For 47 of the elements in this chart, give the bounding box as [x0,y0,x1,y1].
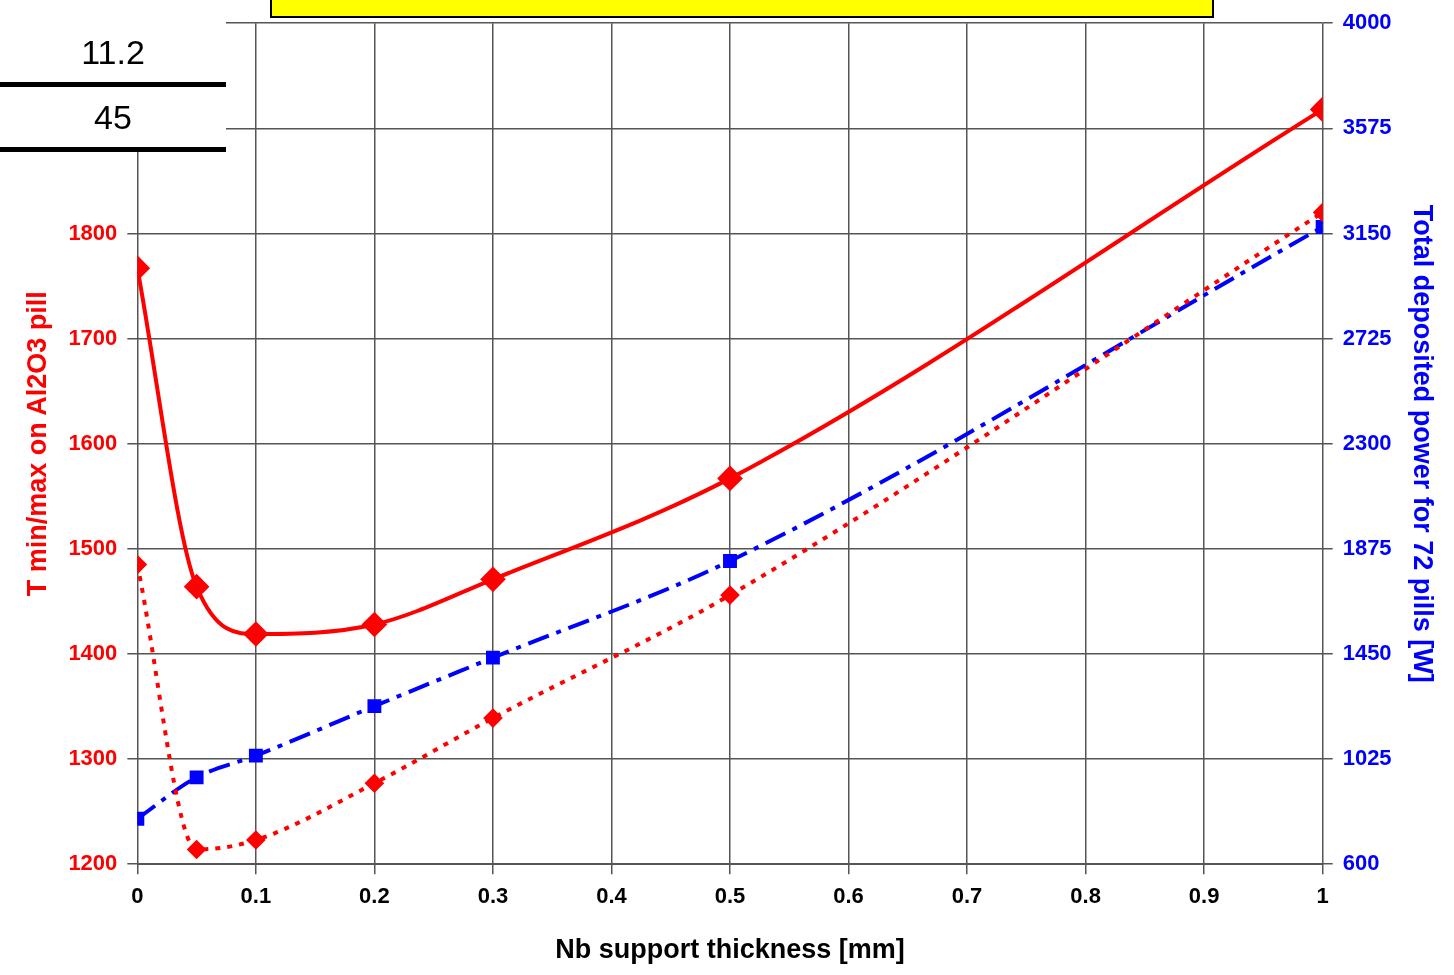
point [365,774,384,793]
x-tick-label: 0.6 [833,883,864,909]
x-tick-label: 0.8 [1070,883,1101,909]
point [243,621,268,646]
y2-tick-label: 3150 [1342,219,1392,245]
x-tick-label: 0.1 [240,883,272,909]
y2-tick-label: 600 [1342,850,1380,876]
y-tick-label: 1300 [68,745,118,771]
point [723,554,737,568]
point [480,567,505,592]
y2-axis-title: Total deposited power for 72 pills [W] [1408,204,1439,683]
x-tick-label: 0 [131,883,144,909]
y-tick-label: 1600 [68,429,118,455]
x-tick-label: 0.7 [951,883,983,909]
point [187,840,206,859]
point [718,466,742,491]
y2-tick-label: 1025 [1342,745,1392,771]
y2-tick-label: 3575 [1342,114,1392,140]
point [485,650,500,665]
point [184,574,209,599]
y-tick-label: 1500 [68,534,118,560]
annotation: 11.2 [0,22,226,87]
y-tick-label: 1400 [68,640,118,666]
x-tick-label: 0.9 [1188,883,1220,909]
y2-tick-label: 4000 [1342,9,1392,35]
y2-tick-label: 2300 [1342,429,1392,455]
point [721,586,739,605]
point [189,770,204,785]
x-tick-label: 0.3 [477,883,509,909]
x-tick-label: 0.4 [596,883,628,909]
y2-tick-label: 2725 [1342,324,1392,350]
y-tick-label: 1200 [68,850,118,876]
point [362,612,387,637]
point [483,709,502,728]
x-axis-title: Nb support thickness [mm] [555,934,905,965]
x-tick-label: 0.5 [714,883,746,909]
y2-tick-label: 1450 [1342,640,1392,666]
x-tick-label: 1 [1316,883,1329,909]
y2-tick-label: 1875 [1342,534,1392,560]
x-tick-label: 0.2 [359,883,390,909]
point [248,748,263,763]
value-table: 11.2 45 [0,0,226,160]
y-axis-title: T min/max on Al2O3 pill [21,291,52,597]
point [367,699,382,714]
y-tick-label: 1700 [68,324,118,350]
y-tick-label: 1800 [68,219,118,245]
point [246,831,265,850]
